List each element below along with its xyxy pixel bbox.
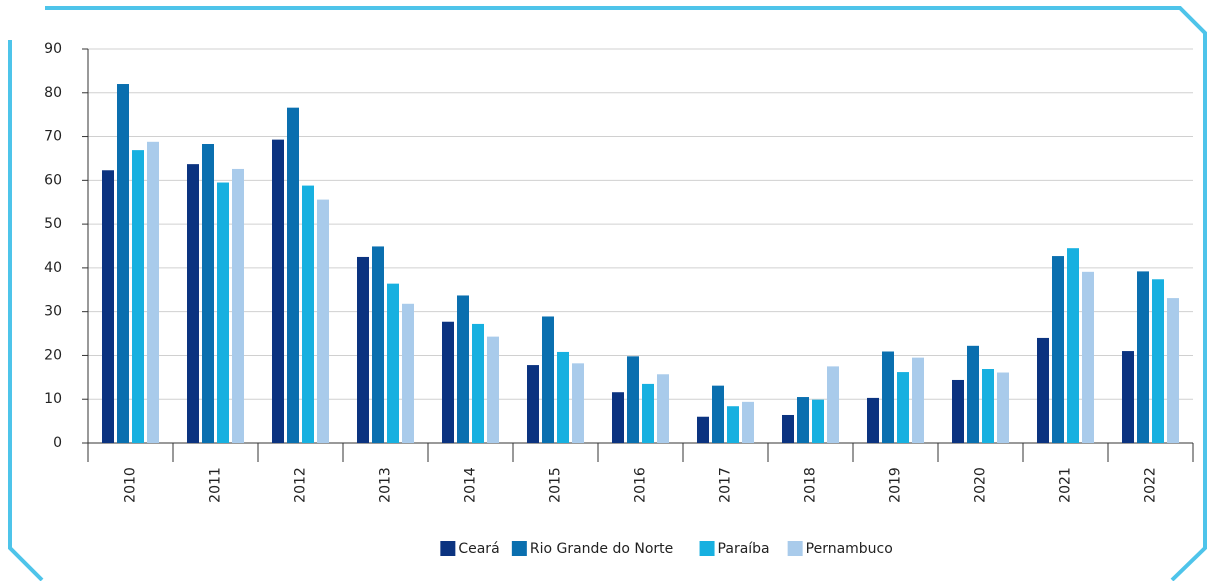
bar bbox=[797, 397, 809, 443]
bar bbox=[657, 374, 669, 443]
bar bbox=[202, 143, 214, 443]
bar bbox=[487, 336, 499, 443]
y-tick-label: 30 bbox=[44, 304, 62, 320]
frame bbox=[8, 6, 1207, 581]
legend-label: Paraíba bbox=[718, 541, 770, 557]
bar bbox=[712, 385, 724, 443]
bar bbox=[287, 107, 299, 443]
bar bbox=[967, 345, 979, 443]
x-tick-label: 2012 bbox=[293, 467, 309, 503]
bar bbox=[132, 150, 144, 444]
bar bbox=[457, 295, 469, 443]
bar bbox=[627, 356, 639, 443]
bar bbox=[1152, 279, 1164, 443]
bar bbox=[1167, 298, 1179, 443]
bar bbox=[217, 182, 229, 443]
bar bbox=[742, 401, 754, 443]
bar bbox=[442, 321, 454, 443]
bar bbox=[1082, 271, 1094, 443]
legend-swatch bbox=[511, 541, 527, 556]
legend-label: Ceará bbox=[458, 541, 499, 557]
bar bbox=[782, 414, 794, 443]
legend-swatch bbox=[787, 541, 803, 556]
bar bbox=[557, 351, 569, 443]
y-tick-label: 80 bbox=[44, 85, 62, 101]
x-tick-label: 2014 bbox=[463, 467, 479, 503]
bar bbox=[1122, 351, 1134, 443]
x-tick-label: 2013 bbox=[378, 467, 394, 503]
y-tick-label: 50 bbox=[44, 216, 62, 232]
bar bbox=[997, 372, 1009, 443]
bar bbox=[542, 316, 554, 443]
bar bbox=[612, 392, 624, 443]
bar bbox=[952, 379, 964, 443]
bar bbox=[1067, 248, 1079, 443]
bar bbox=[827, 366, 839, 443]
y-tick-label: 90 bbox=[44, 41, 62, 57]
x-tick-label: 2020 bbox=[973, 467, 989, 503]
bar bbox=[272, 139, 284, 443]
x-tick-label: 2016 bbox=[633, 467, 649, 503]
y-tick-label: 20 bbox=[44, 347, 62, 363]
bar bbox=[187, 164, 199, 443]
bar bbox=[882, 351, 894, 443]
bar bbox=[232, 168, 244, 443]
legend-swatch bbox=[699, 541, 715, 556]
bar bbox=[357, 256, 369, 443]
bar bbox=[102, 170, 114, 443]
y-tick-label: 40 bbox=[44, 260, 62, 276]
bar bbox=[727, 406, 739, 443]
bar bbox=[572, 363, 584, 443]
bar bbox=[387, 283, 399, 443]
bar bbox=[117, 84, 129, 444]
x-tick-label: 2010 bbox=[123, 467, 139, 503]
bar bbox=[372, 246, 384, 443]
legend-swatch bbox=[440, 541, 456, 556]
bar bbox=[317, 199, 329, 443]
bar bbox=[302, 185, 314, 443]
bar bbox=[1137, 271, 1149, 443]
bar bbox=[897, 372, 909, 443]
y-tick-label: 60 bbox=[44, 172, 62, 188]
bar bbox=[697, 416, 709, 443]
bar bbox=[812, 399, 824, 443]
legend-label: Pernambuco bbox=[806, 541, 893, 557]
y-tick-label: 10 bbox=[44, 391, 62, 407]
bar bbox=[147, 141, 159, 443]
x-tick-label: 2021 bbox=[1058, 467, 1074, 503]
bar bbox=[1037, 337, 1049, 443]
bar bbox=[402, 303, 414, 443]
x-tick-label: 2022 bbox=[1143, 467, 1159, 503]
bar bbox=[527, 365, 539, 443]
bar bbox=[982, 369, 994, 443]
x-tick-label: 2011 bbox=[208, 467, 224, 503]
x-tick-label: 2015 bbox=[548, 467, 564, 503]
bar bbox=[642, 383, 654, 443]
y-tick-label: 0 bbox=[53, 435, 62, 451]
bar bbox=[912, 357, 924, 443]
bar bbox=[1052, 256, 1064, 443]
x-tick-label: 2017 bbox=[718, 467, 734, 503]
x-tick-label: 2018 bbox=[803, 467, 819, 503]
x-tick-label: 2019 bbox=[888, 467, 904, 503]
bar bbox=[472, 323, 484, 443]
y-tick-label: 70 bbox=[44, 129, 62, 145]
bar bbox=[867, 397, 879, 443]
legend-label: Rio Grande do Norte bbox=[530, 541, 673, 557]
